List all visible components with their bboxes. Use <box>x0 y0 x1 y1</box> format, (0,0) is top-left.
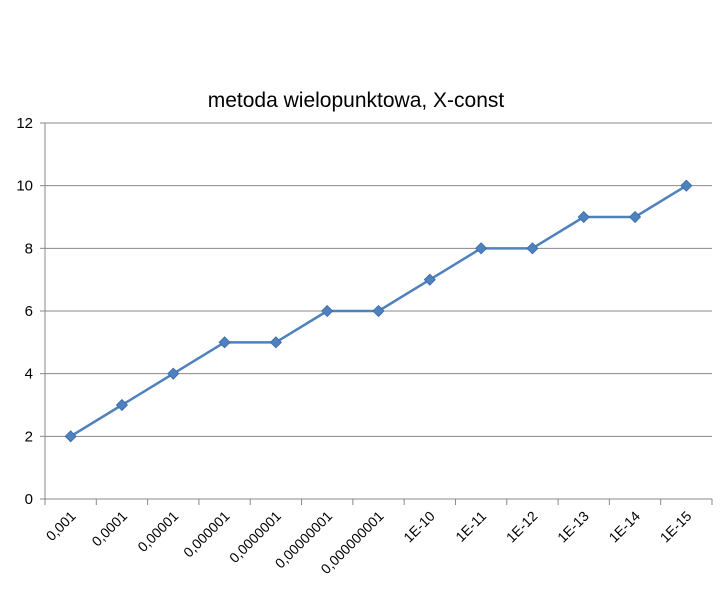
x-tick-label: 1E-14 <box>605 508 643 546</box>
data-point-marker <box>372 304 385 318</box>
y-tick-label: 0 <box>25 491 33 508</box>
x-tick-label: 0,001 <box>43 508 79 544</box>
x-tick-label: 0,0001 <box>88 508 130 550</box>
data-point-marker <box>628 210 642 224</box>
data-point-marker <box>218 336 231 349</box>
data-point-marker <box>269 336 282 349</box>
data-point-marker <box>115 398 129 412</box>
y-tick-label: 12 <box>16 115 33 132</box>
x-axis-ticks: 0,001 0,0001 0,000010,0000010,00000010,000… <box>43 508 695 577</box>
y-tick-label: 4 <box>25 366 33 383</box>
chart-title: metoda wielopunktowa, X-const <box>208 89 505 112</box>
y-tick-label: 10 <box>16 178 33 195</box>
data-point-marker <box>680 179 693 192</box>
y-tick-label: 6 <box>25 303 33 320</box>
data-point-marker <box>321 304 334 318</box>
data-point-marker <box>167 367 180 380</box>
x-tick-label: 1E-12 <box>503 508 541 546</box>
x-tick-label: 1E-15 <box>657 508 695 546</box>
y-axis-ticks: 0 2 4 6 8 10 12 <box>16 115 33 508</box>
y-tick-label: 8 <box>25 240 33 257</box>
data-point-marker <box>423 273 436 286</box>
x-tick-label: 0,000001 <box>180 508 233 561</box>
y-tick-label: 2 <box>25 428 33 445</box>
x-tick-label: 1E-11 <box>452 508 489 545</box>
data-point-marker <box>526 242 539 255</box>
x-tick-label: 1E-13 <box>554 508 592 546</box>
data-point-marker <box>64 430 77 443</box>
series-group <box>64 179 693 443</box>
axes <box>40 122 713 505</box>
x-tick-label: 0,00001 <box>134 508 181 555</box>
gridlines <box>45 122 712 437</box>
x-tick-label: 1E-10 <box>400 508 438 546</box>
data-point-marker <box>475 242 488 255</box>
data-point-marker <box>577 210 590 224</box>
